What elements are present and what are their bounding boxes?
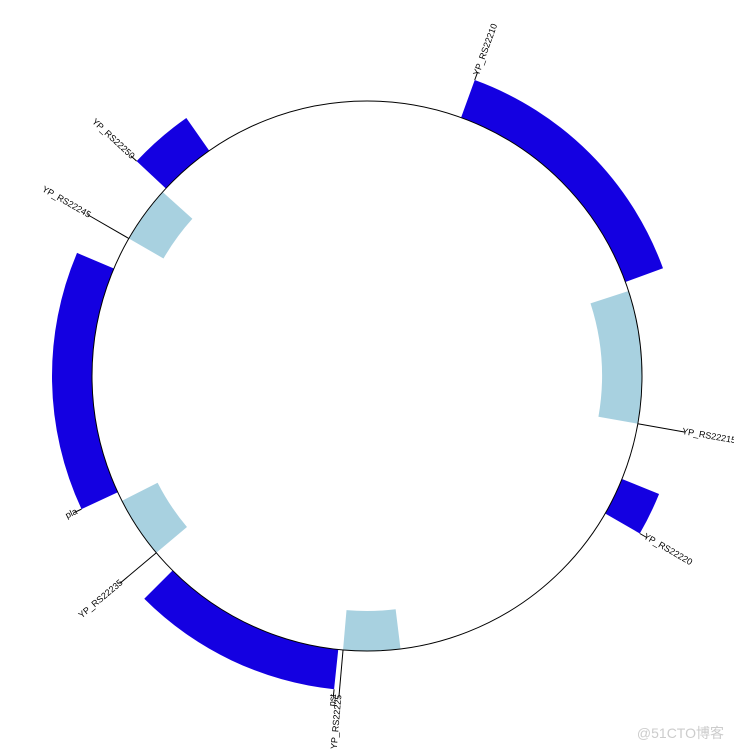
gene-label: YP_RS22210 <box>471 22 499 77</box>
gene-arc <box>137 118 210 188</box>
gene-label: YP_RS22235 <box>76 577 124 620</box>
watermark-text: @51CTO博客 <box>637 723 724 743</box>
gene-arc <box>343 609 400 651</box>
plasmid-circle <box>92 101 642 651</box>
gene-label: pst <box>327 693 338 706</box>
gene-label: YP_RS22245 <box>40 184 92 220</box>
gene-label: YP_RS22215 <box>681 426 734 445</box>
gene-label: YP_RS22250 <box>90 116 137 161</box>
label-tick <box>339 650 343 698</box>
label-tick <box>120 553 157 584</box>
label-tick <box>638 424 685 432</box>
circular-gene-plot: YP_RS22210YP_RS22215YP_RS22220YP_RS22225… <box>0 0 734 753</box>
gene-label: pla <box>64 506 79 520</box>
gene-arc <box>605 479 659 533</box>
gene-label: YP_RS22220 <box>642 531 694 567</box>
label-tick <box>87 215 129 239</box>
gene-arc <box>52 253 118 509</box>
gene-arc <box>129 192 193 259</box>
gene-arc <box>461 80 663 282</box>
gene-arc <box>144 570 338 689</box>
